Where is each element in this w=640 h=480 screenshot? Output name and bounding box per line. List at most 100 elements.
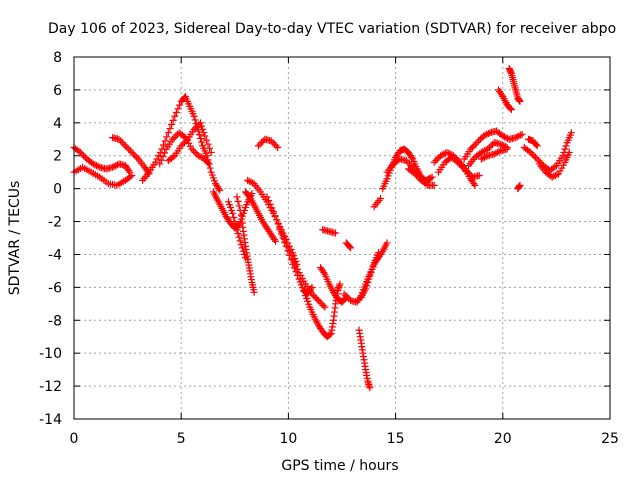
data-point: [117, 137, 125, 145]
data-point: [157, 156, 165, 164]
data-point: [502, 134, 510, 142]
data-point: [169, 135, 177, 143]
axis-ticks: 0 5 10 15 20 25 -14 -12 -10 -8 -6 -4 -2 0 2 4 6 8: [39, 50, 619, 447]
data-point: [258, 139, 266, 147]
data-point: [336, 280, 344, 288]
y-tick-label: 8: [53, 50, 62, 66]
data-point: [201, 132, 209, 140]
data-point: [289, 260, 297, 268]
data-point: [426, 174, 434, 182]
data-point: [78, 150, 86, 158]
data-point: [294, 271, 302, 279]
data-point: [234, 229, 242, 237]
data-point: [565, 148, 573, 156]
data-point: [169, 116, 177, 124]
data-point: [276, 226, 284, 234]
data-point: [481, 147, 489, 155]
data-point: [205, 160, 213, 168]
data-point: [233, 193, 241, 201]
data-point: [310, 292, 318, 300]
data-point: [233, 226, 241, 234]
data-point: [468, 144, 476, 151]
data-point: [489, 140, 497, 148]
data-point: [493, 148, 501, 156]
data-point: [268, 204, 276, 212]
data-point: [311, 293, 319, 301]
data-point: [332, 229, 340, 237]
data-point: [518, 130, 526, 138]
data-point: [200, 129, 208, 137]
data-point: [533, 155, 541, 163]
y-tick-label: -8: [48, 313, 62, 329]
data-point: [366, 272, 374, 280]
data-point: [319, 301, 327, 309]
data-point: [126, 173, 134, 181]
data-point: [235, 202, 243, 210]
data-point: [430, 181, 438, 189]
data-point: [199, 125, 207, 133]
data-point: [118, 139, 126, 147]
data-point: [414, 173, 422, 181]
data-point: [551, 163, 559, 171]
data-point: [516, 131, 524, 139]
data-point: [408, 153, 416, 161]
data-point: [190, 112, 198, 120]
data-point: [196, 119, 204, 127]
data-point: [533, 142, 541, 150]
data-point: [481, 131, 489, 139]
data-point: [159, 153, 167, 161]
data-point: [281, 238, 289, 246]
data-point: [340, 290, 348, 298]
data-point: [432, 157, 440, 165]
data-point: [190, 125, 198, 133]
data-point: [440, 150, 448, 158]
data-point: [215, 185, 223, 193]
data-point: [422, 180, 430, 188]
data-point: [198, 153, 206, 161]
y-tick-label: 4: [53, 116, 62, 132]
data-point: [377, 195, 385, 203]
data-point: [506, 104, 514, 112]
data-point: [316, 298, 324, 306]
data-point: [308, 283, 316, 291]
data-point: [531, 153, 539, 161]
data-point: [512, 134, 520, 142]
data-point: [254, 142, 262, 150]
data-point: [548, 173, 556, 181]
data-point: [292, 268, 300, 276]
data-point: [151, 158, 159, 166]
x-tick-label: 20: [494, 431, 512, 447]
data-point: [374, 249, 382, 257]
data-point: [179, 140, 187, 148]
grid: [74, 57, 610, 419]
data-point: [326, 330, 334, 338]
data-point: [561, 145, 569, 153]
data-point: [125, 167, 133, 175]
data-point: [285, 251, 293, 259]
data-point: [123, 144, 131, 151]
data-point: [528, 150, 536, 158]
data-point: [530, 152, 538, 160]
data-point: [406, 160, 414, 168]
data-point: [131, 152, 139, 160]
y-tick-label: -10: [39, 346, 62, 362]
data-point: [229, 209, 237, 217]
data-point: [430, 158, 438, 166]
data-point: [239, 247, 247, 255]
data-point: [207, 148, 215, 156]
data-point: [232, 222, 240, 230]
data-point: [459, 163, 467, 171]
data-point: [492, 149, 500, 157]
data-point: [206, 144, 214, 152]
data-point: [237, 241, 245, 249]
data-point: [455, 160, 463, 168]
data-point: [196, 153, 204, 161]
data-point: [347, 244, 355, 252]
data-point: [202, 136, 210, 144]
data-point: [551, 171, 559, 179]
data-point: [269, 208, 277, 216]
data-points: [70, 65, 575, 392]
data-point: [527, 148, 535, 156]
x-tick-label: 10: [279, 431, 297, 447]
data-point: [475, 171, 483, 179]
